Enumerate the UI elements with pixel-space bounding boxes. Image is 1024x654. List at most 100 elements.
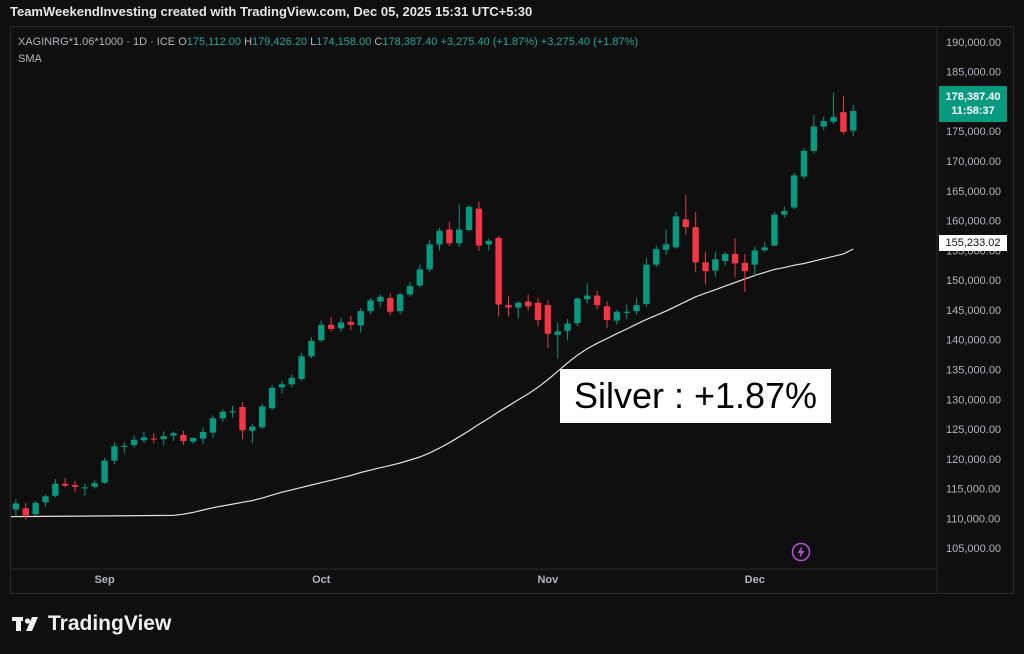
candle-up: [406, 286, 414, 295]
candle-down: [22, 508, 29, 516]
y-tick-label: 115,000.00: [946, 484, 1000, 496]
candle-up: [278, 384, 286, 388]
y-tick-label: 160,000.00: [946, 216, 1001, 228]
high-value: 179,426.20: [252, 36, 308, 48]
y-tick-label: 135,000.00: [946, 364, 1001, 376]
y-tick-label: 130,000.00: [946, 394, 1001, 406]
candle-up: [436, 230, 443, 245]
candle-up: [653, 249, 660, 265]
candle-up: [52, 483, 59, 496]
candle-up: [850, 110, 857, 131]
candle-up: [32, 502, 39, 515]
candle-down: [71, 485, 79, 487]
candle-down: [534, 302, 542, 321]
y-tick-label: 145,000.00: [946, 305, 1001, 317]
candle-down: [505, 305, 512, 308]
candle-up: [337, 322, 345, 329]
candle-up: [130, 439, 138, 446]
y-tick-label: 165,000.00: [946, 186, 1001, 198]
candle-up: [613, 311, 621, 321]
candle-up: [259, 406, 266, 428]
lightning-icon[interactable]: [791, 542, 811, 562]
y-tick-label: 140,000.00: [946, 335, 1001, 347]
candle-up: [662, 244, 670, 250]
candle-up: [160, 436, 167, 440]
candle-down: [840, 112, 847, 132]
close-value: 178,387.40: [382, 36, 438, 48]
candle-up: [781, 211, 788, 215]
y-tick-label: 185,000.00: [946, 67, 1001, 79]
change-value-secondary: +3,275.40 (+1.87%): [540, 36, 639, 48]
close-label: C: [374, 36, 383, 48]
candle-up: [554, 331, 561, 335]
y-tick-label: 190,000.00: [946, 37, 1001, 49]
candle-up: [199, 432, 207, 439]
symbol-label[interactable]: XAGINRG*1.06*1000 · 1D · ICE: [18, 36, 176, 48]
candle-up: [416, 269, 424, 286]
candle-up: [584, 295, 591, 300]
candle-down: [347, 321, 355, 325]
candle-up: [229, 411, 236, 413]
candle-up: [643, 264, 650, 304]
chart-pane[interactable]: [10, 26, 1014, 594]
candle-up: [121, 445, 128, 447]
candle-up: [111, 446, 118, 461]
candle-up: [101, 460, 108, 483]
candle-up: [465, 206, 473, 231]
candle-up: [308, 340, 315, 357]
candle-down: [593, 295, 601, 306]
open-label: O: [178, 36, 187, 48]
low-value: 174,158.00: [316, 36, 372, 48]
candle-up: [170, 433, 177, 436]
candle-up: [12, 503, 20, 510]
y-tick-label: 170,000.00: [946, 156, 1001, 168]
bar-countdown: 11:58:37: [951, 105, 995, 117]
candle-down: [150, 438, 158, 440]
change-value: +3,275.40 (+1.87%): [440, 36, 538, 48]
last-price-value: 178,387.40: [945, 91, 1001, 103]
tradingview-logo: TradingView: [12, 612, 171, 636]
candle-up: [396, 294, 404, 312]
sma-value-badge: 155,233.02: [939, 235, 1007, 251]
candle-up: [771, 214, 778, 246]
candle-down: [61, 483, 69, 486]
y-tick-label: 120,000.00: [946, 454, 1001, 466]
candle-up: [268, 387, 276, 409]
high-label: H: [244, 36, 253, 48]
candle-up: [751, 250, 758, 265]
sma-indicator-label[interactable]: SMA: [18, 53, 42, 65]
candle-up: [377, 296, 384, 302]
x-tick-label: Sep: [94, 574, 114, 586]
x-tick-label: Oct: [312, 574, 331, 586]
candle-down: [741, 262, 749, 272]
last-price-badge: 178,387.40 11:58:37: [939, 86, 1007, 122]
open-value: 175,112.00: [186, 36, 241, 48]
tradingview-logo-text: TradingView: [48, 612, 172, 635]
y-tick-label: 175,000.00: [946, 126, 1001, 138]
ohlc-legend: XAGINRG*1.06*1000 · 1D · ICE O175,112.00…: [18, 36, 638, 48]
x-tick-label: Nov: [537, 574, 559, 586]
candle-up: [712, 259, 719, 271]
candle-up: [564, 323, 571, 331]
candle-up: [42, 496, 49, 503]
candle-up: [800, 150, 808, 177]
candle-up: [722, 253, 729, 262]
low-label: L: [310, 36, 317, 48]
candle-up: [91, 483, 98, 487]
candle-up: [288, 377, 295, 385]
candle-up: [633, 305, 640, 312]
candle-up: [357, 311, 364, 326]
candle-up: [761, 247, 768, 251]
candle-up: [426, 244, 433, 270]
candle-up: [140, 437, 148, 441]
candle-up: [515, 302, 522, 308]
candle-up: [830, 116, 837, 122]
candle-up: [574, 298, 581, 324]
candle-down: [524, 301, 532, 307]
candle-down: [731, 253, 739, 264]
candle-up: [820, 121, 827, 127]
candle-down: [682, 219, 689, 228]
candle-up: [298, 356, 305, 380]
candle-up: [456, 229, 463, 244]
